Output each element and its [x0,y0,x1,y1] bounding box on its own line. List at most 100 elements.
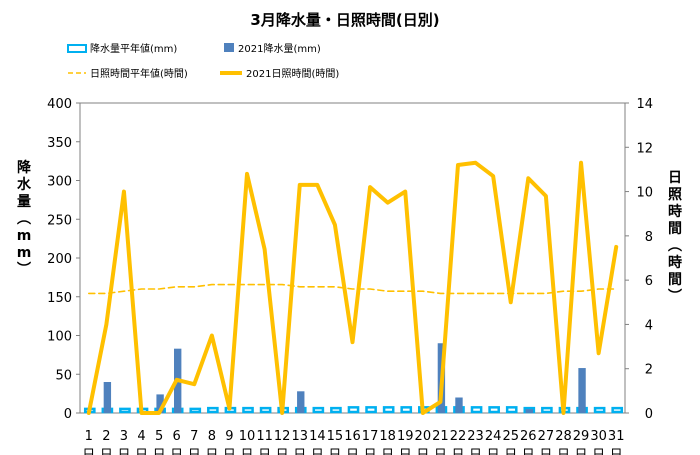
x-axis-day-suffix: 日 [557,448,570,455]
left-axis-tick-label: 50 [55,368,72,383]
x-axis-tick-label: 17 [362,429,379,444]
normal-rain-bar [611,406,624,414]
x-axis-day-suffix: 日 [469,448,482,455]
left-axis-tick-label: 200 [47,252,72,267]
left-axis-title-char: m [17,245,32,261]
x-axis-day-suffix: 日 [258,448,271,455]
x-axis-tick-label: 16 [344,429,361,444]
legend-swatch-rain-2021 [224,43,234,52]
legend-label: 降水量平年値(mm) [90,42,177,55]
right-axis-title-char: 間 [668,272,682,288]
right-axis-title-char: 時 [668,203,682,220]
x-axis-tick-label: 13 [291,429,308,444]
left-axis-tick-label: 0 [64,407,72,422]
x-axis-tick-label: 24 [485,429,502,444]
x-axis-day-suffix: 日 [188,448,201,455]
x-axis-tick-label: 26 [520,429,537,444]
left-axis-tick-label: 100 [47,330,72,345]
normal-rain-bar [347,406,360,414]
legend-swatch-normal-rain [67,44,87,53]
x-axis-tick-label: 19 [397,429,414,444]
x-axis-day-suffix: 日 [592,448,605,455]
right-axis-tick-label: 8 [645,230,653,245]
normal-rain-bar [400,406,413,414]
x-axis-tick-label: 8 [208,429,216,444]
x-axis-day-suffix: 日 [610,448,623,455]
right-axis-title-char: 時 [668,254,682,271]
x-axis-tick-label: 25 [502,429,519,444]
right-axis-tick-label: 10 [636,186,653,201]
left-axis-tick-label: 350 [47,136,72,151]
x-axis-day-suffix: 日 [205,448,218,455]
x-axis-tick-label: 29 [573,429,590,444]
x-axis-day-suffix: 日 [416,448,429,455]
x-axis-tick-label: 22 [450,429,467,444]
right-axis-title: 日照時間︵時間︶ [667,170,682,305]
x-axis-day-suffix: 日 [100,448,113,455]
left-axis-tick-label: 150 [47,291,72,306]
x-axis-tick-label: 20 [415,429,432,444]
x-axis-tick-label: 7 [190,429,198,444]
normal-rain-bar [207,406,219,414]
normal-rain-bar [330,406,342,414]
normal-rain-bar [470,406,483,414]
rain-2021-bar [455,397,463,413]
x-axis-day-suffix: 日 [117,448,130,455]
x-axis-day-suffix: 日 [487,448,500,455]
x-axis-tick-label: 23 [467,429,484,444]
x-axis-tick-label: 31 [608,429,625,444]
right-axis-title-char: ︶ [667,288,682,305]
x-axis-tick-label: 5 [155,429,163,444]
x-axis-tick-label: 12 [274,429,291,444]
x-axis-tick-label: 28 [555,429,572,444]
left-axis-tick-label: 300 [47,175,72,190]
right-axis-tick-label: 6 [645,274,653,289]
rain-2021-bar [297,391,305,413]
rain-2021-bar [578,368,586,413]
x-axis-day-suffix: 日 [170,448,183,455]
left-axis-tick-label: 250 [47,213,72,228]
x-axis-tick-label: 6 [173,429,181,444]
chart-title: 3月降水量・日照時間(日別) [250,11,439,29]
normal-rain-bar [259,406,272,414]
normal-rain-bar [312,406,325,414]
x-axis-day-suffix: 日 [364,448,377,455]
legend-label: 2021日照時間(時間) [246,68,339,80]
x-axis-tick-label: 11 [256,429,273,444]
x-axis-day-suffix: 日 [434,448,447,455]
x-axis-day-suffix: 日 [346,448,359,455]
normal-rain-bar [488,406,500,414]
legend: 降水量平年値(mm) 2021降水量(mm) 日照時間平年値(時間) 2021日照時間… [67,42,339,80]
x-axis-day-suffix: 日 [311,448,324,455]
left-axis-title-char: 量 [17,194,31,210]
normal-rain-bar [382,406,395,414]
x-axis-day-suffix: 日 [82,448,95,455]
rain-2021-bar [103,382,112,413]
sunshine-2021-line [86,160,619,415]
x-axis-tick-label: 1 [85,429,93,444]
x-axis-tick-label: 18 [379,429,396,444]
legend-label: 2021降水量(mm) [238,42,321,55]
x-axis-tick-label: 15 [327,429,344,444]
left-axis-tick-label: 400 [47,97,72,112]
x-axis-day-suffix: 日 [381,448,394,455]
right-axis-title-char: ︵ [667,238,682,254]
right-axis-tick-label: 4 [645,318,653,333]
right-axis-tick-label: 0 [645,407,653,422]
x-axis-day-suffix: 日 [575,448,588,455]
x-axis-day-suffix: 日 [293,448,306,455]
x-axis-day-suffix: 日 [276,448,289,455]
normal-rain-bar [189,407,202,414]
right-axis-title-char: 照 [668,187,682,203]
plot-area: 050100150200250300350400024681012141日2日3… [16,97,682,455]
left-axis-title-char: ︵ [16,211,31,227]
x-axis-day-suffix: 日 [504,448,517,455]
normal-sunshine-line [87,283,618,295]
x-axis-day-suffix: 日 [328,448,341,455]
left-axis-title-char: 降 [17,159,32,176]
x-axis-day-suffix: 日 [522,448,535,455]
x-axis-tick-label: 3 [120,429,128,444]
right-axis-tick-label: 14 [636,97,653,112]
x-axis-day-suffix: 日 [135,448,148,455]
